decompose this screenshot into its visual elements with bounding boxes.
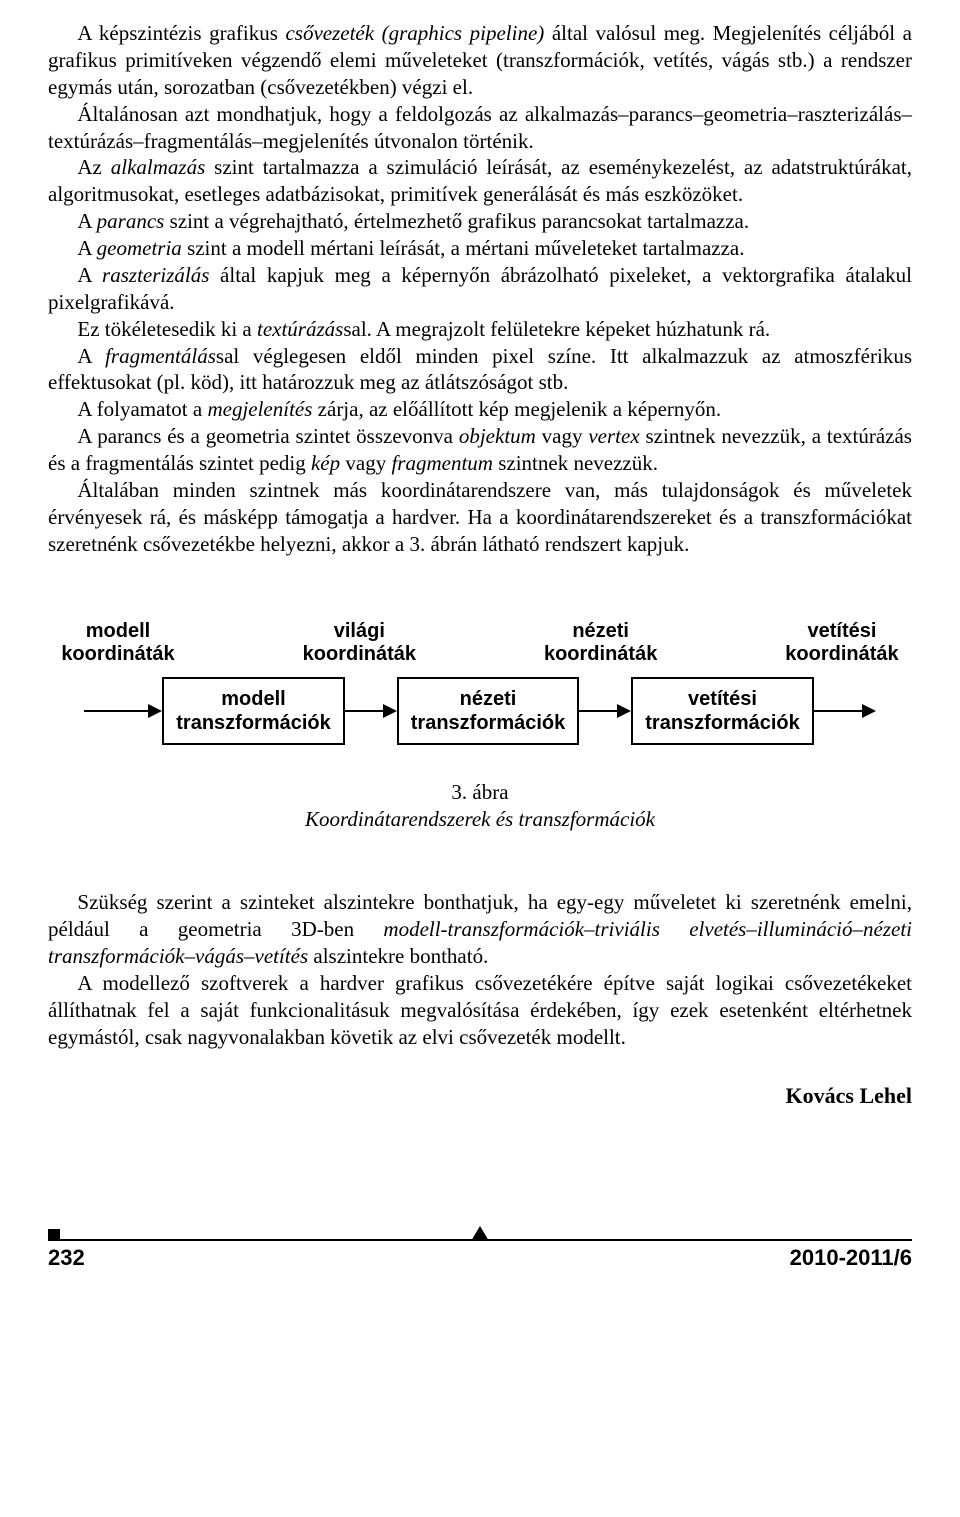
arrow-icon (345, 704, 397, 718)
coord-label-model: modell koordináták (48, 620, 188, 667)
text: koordináták (48, 643, 188, 667)
paragraph: A fragmentálással véglegesen eldől minde… (48, 343, 912, 397)
text: szint a modell mértani leírását, a mérta… (182, 236, 745, 260)
text: vagy (536, 424, 589, 448)
italic-text: fragmentum (391, 451, 493, 475)
body-text-block-2: Szükség szerint a szinteket alszintekre … (48, 889, 912, 1050)
italic-text: raszterizálás (102, 263, 209, 287)
author-name: Kovács Lehel (48, 1083, 912, 1109)
diagram-coord-labels: modell koordináták világi koordináták né… (48, 620, 912, 667)
text: nézeti (411, 687, 566, 711)
text: A parancs és a geometria szintet összevo… (77, 424, 458, 448)
text: szintnek nevezzük. (493, 451, 658, 475)
italic-text: kép (311, 451, 340, 475)
text: vetítési (645, 687, 800, 711)
italic-text: fragmentálás (105, 344, 216, 368)
page-footer: 232 2010-2011/6 (48, 1239, 912, 1271)
square-marker-icon (48, 1229, 60, 1241)
paragraph: Általánosan azt mondhatjuk, hogy a feldo… (48, 101, 912, 155)
coord-label-projection: vetítési koordináták (772, 620, 912, 667)
italic-text: megjelenítés (207, 397, 312, 421)
triangle-marker-icon (471, 1226, 489, 1241)
coord-label-view: nézeti koordináták (531, 620, 671, 667)
text: nézeti (531, 620, 671, 644)
italic-text: csővezeték (graphics pipeline) (285, 21, 544, 45)
italic-text: geometria (97, 236, 182, 260)
page-number: 232 (48, 1245, 85, 1271)
arrow-head-icon (383, 704, 397, 718)
text: vetítési (772, 620, 912, 644)
text: sal. A megrajzolt felületekre képeket hú… (343, 317, 770, 341)
text: koordináták (289, 643, 429, 667)
arrow-line (814, 710, 862, 712)
text: Az (77, 155, 110, 179)
arrow-icon (579, 704, 631, 718)
pipeline-diagram: modell koordináták világi koordináták né… (48, 620, 912, 745)
transform-box-projection: vetítési transzformációk (631, 677, 814, 745)
paragraph: A raszterizálás által kapjuk meg a képer… (48, 262, 912, 316)
text: A modellező szoftverek a hardver grafiku… (48, 971, 912, 1049)
arrow-line (345, 710, 383, 712)
arrow-icon (84, 704, 162, 718)
text: A (77, 344, 105, 368)
text: modell (48, 620, 188, 644)
coord-label-world: világi koordináták (289, 620, 429, 667)
italic-text: objektum (459, 424, 536, 448)
text: zárja, az előállított kép megjelenik a k… (312, 397, 721, 421)
text: Ez tökéletesedik ki a (77, 317, 257, 341)
text: transzformációk (411, 711, 566, 735)
paragraph: A parancs és a geometria szintet összevo… (48, 423, 912, 477)
diagram-flow-row: modell transzformációk nézeti transzform… (48, 677, 912, 745)
paragraph: Általában minden szintnek más koordináta… (48, 477, 912, 558)
italic-text: parancs (97, 209, 165, 233)
arrow-head-icon (862, 704, 876, 718)
text: Általában minden szintnek más koordináta… (48, 478, 912, 556)
text: alszintekre bontható. (308, 944, 488, 968)
italic-text: vertex (588, 424, 639, 448)
text: Általánosan azt mondhatjuk, hogy a feldo… (48, 102, 912, 153)
paragraph: A parancs szint a végrehajtható, értelme… (48, 208, 912, 235)
paragraph: A folyamatot a megjelenítés zárja, az el… (48, 396, 912, 423)
paragraph: Az alkalmazás szint tartalmazza a szimul… (48, 154, 912, 208)
arrow-head-icon (148, 704, 162, 718)
issue-label: 2010-2011/6 (790, 1245, 912, 1271)
text: A (77, 209, 96, 233)
arrow-line (84, 710, 148, 712)
arrow-icon (814, 704, 876, 718)
paragraph: A modellező szoftverek a hardver grafiku… (48, 970, 912, 1051)
figure-caption: 3. ábra Koordinátarendszerek és transzfo… (48, 779, 912, 834)
text: modell (176, 687, 331, 711)
body-text-block-1: A képszintézis grafikus csővezeték (grap… (48, 20, 912, 558)
paragraph: A képszintézis grafikus csővezeték (grap… (48, 20, 912, 101)
page: A képszintézis grafikus csővezeték (grap… (48, 20, 912, 1271)
text: A (77, 263, 102, 287)
text: A képszintézis grafikus (77, 21, 285, 45)
transform-box-view: nézeti transzformációk (397, 677, 580, 745)
figure-title: Koordinátarendszerek és transzformációk (48, 806, 912, 833)
paragraph: Ez tökéletesedik ki a textúrázással. A m… (48, 316, 912, 343)
arrow-head-icon (617, 704, 631, 718)
italic-text: textúrázás (257, 317, 343, 341)
text: vagy (340, 451, 391, 475)
italic-text: alkalmazás (111, 155, 206, 179)
figure-number: 3. ábra (48, 779, 912, 806)
text: A folyamatot a (77, 397, 207, 421)
text: szint a végrehajtható, értelmezhető graf… (164, 209, 749, 233)
text: transzformációk (176, 711, 331, 735)
text: transzformációk (645, 711, 800, 735)
transform-box-model: modell transzformációk (162, 677, 345, 745)
text: világi (289, 620, 429, 644)
text: A (77, 236, 96, 260)
paragraph: A geometria szint a modell mértani leírá… (48, 235, 912, 262)
paragraph: Szükség szerint a szinteket alszintekre … (48, 889, 912, 970)
text: koordináták (531, 643, 671, 667)
arrow-line (579, 710, 617, 712)
text: koordináták (772, 643, 912, 667)
